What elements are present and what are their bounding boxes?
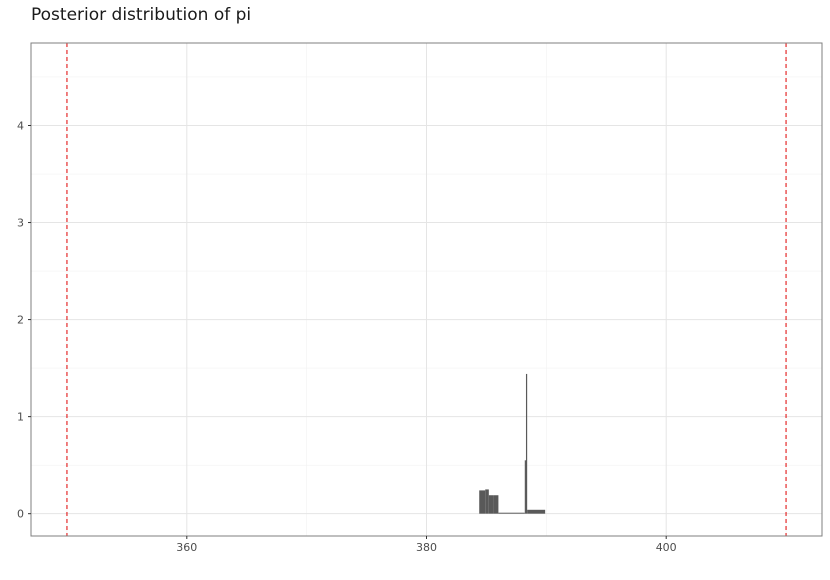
histogram-bar	[488, 495, 494, 514]
reference-lines	[66, 43, 787, 536]
histogram-bar	[493, 495, 499, 514]
x-tick-label: 380	[416, 541, 437, 554]
grid-lines	[31, 43, 822, 536]
chart-title: Posterior distribution of pi	[31, 5, 252, 25]
x-tick-label: 360	[176, 541, 197, 554]
histogram-bar	[527, 509, 546, 514]
y-tick-label: 2	[17, 314, 24, 327]
histogram-bar	[525, 373, 528, 514]
y-tick-label: 1	[17, 411, 24, 424]
histogram-bar	[524, 460, 526, 514]
histogram-bar	[485, 489, 489, 514]
y-tick-label: 0	[17, 508, 24, 521]
y-tick-label: 4	[17, 119, 24, 132]
histogram-bar	[479, 490, 486, 514]
histogram-bar	[498, 512, 525, 514]
histogram-bars	[479, 373, 546, 514]
y-tick-label: 3	[17, 217, 24, 230]
x-tick-label: 400	[656, 541, 677, 554]
axes: 360 380 400 0 1 2 3 4	[17, 119, 677, 554]
